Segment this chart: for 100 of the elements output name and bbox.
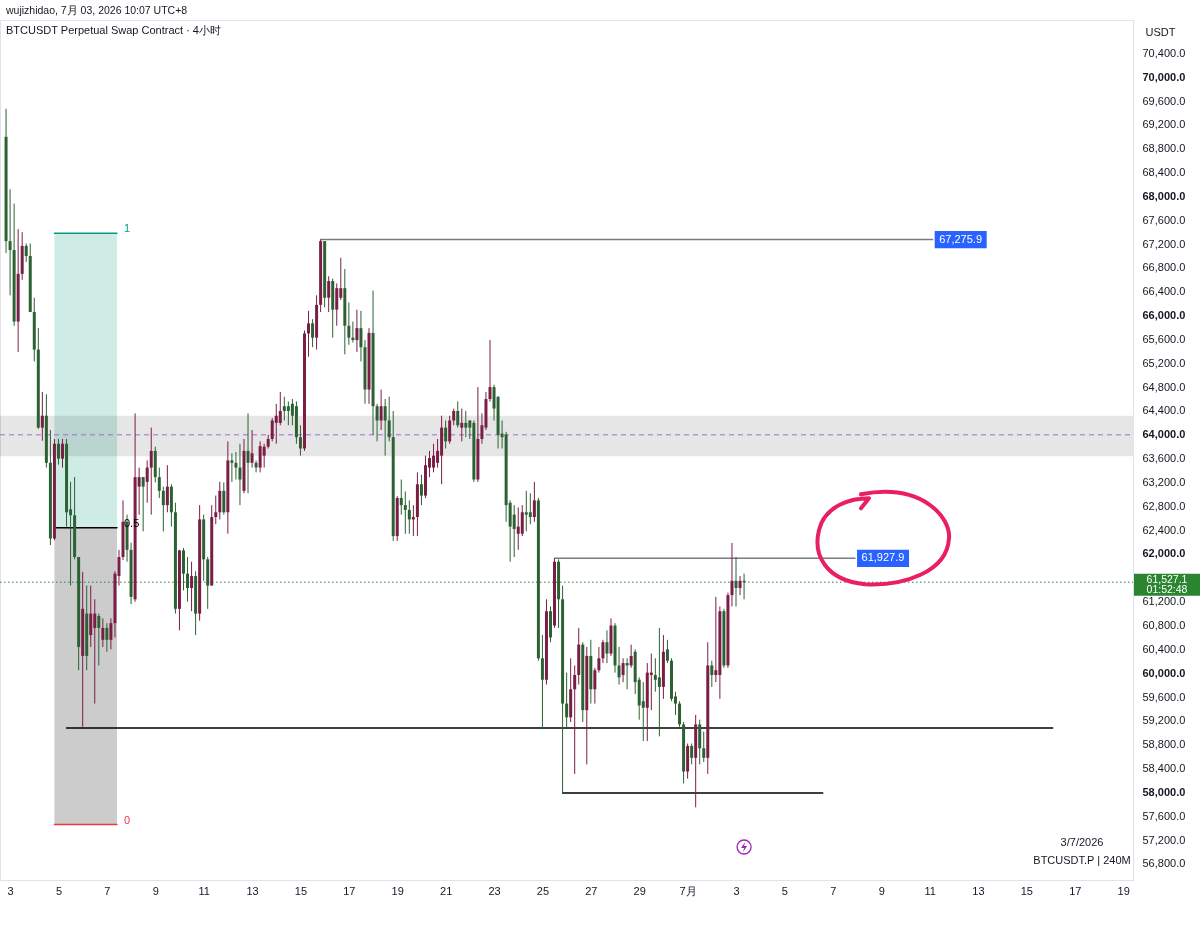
candlestick (89, 585, 93, 648)
candlestick (540, 634, 544, 730)
y-tick-label: 60,000.0 (1142, 666, 1186, 679)
x-tick-label: 9 (152, 884, 159, 897)
candlestick (230, 452, 234, 483)
candlestick (653, 657, 657, 693)
y-tick-label: 56,800.0 (1142, 857, 1186, 870)
candlestick (258, 440, 262, 473)
candlestick (460, 408, 464, 442)
x-tick-label: 13 (972, 884, 985, 897)
candlestick (488, 339, 492, 402)
candlestick (387, 396, 391, 442)
y-tick-label: 60,800.0 (1142, 619, 1186, 632)
x-tick-label: 25 (536, 884, 550, 897)
candlestick (448, 415, 452, 445)
y-tick-label: 61,200.0 (1142, 595, 1186, 608)
y-tick-label: 65,200.0 (1142, 356, 1186, 369)
y-tick-label: 66,800.0 (1142, 261, 1186, 274)
candlestick (165, 464, 169, 513)
candlestick (432, 443, 436, 473)
candlestick (234, 451, 238, 480)
series-label: 0 (123, 813, 131, 826)
candlestick (278, 391, 282, 426)
candlestick (93, 598, 97, 705)
candlestick (710, 660, 714, 688)
y-axis-title: USDT (1145, 25, 1176, 38)
series-label: 1 (123, 222, 131, 235)
candlestick (24, 242, 28, 263)
y-tick-label: 63,200.0 (1142, 475, 1186, 488)
candlestick (641, 681, 645, 742)
candlestick (286, 400, 290, 426)
candlestick (399, 479, 403, 516)
y-tick-label: 65,600.0 (1142, 332, 1186, 345)
y-tick-label: 68,000.0 (1142, 189, 1186, 202)
candlestick (101, 617, 105, 648)
y-tick-label: 68,800.0 (1142, 142, 1186, 155)
x-tick-label: 19 (1117, 884, 1130, 897)
y-tick-label: 69,200.0 (1142, 118, 1186, 131)
candlestick (262, 443, 266, 469)
candlestick (714, 596, 718, 683)
x-tick-label: 15 (1020, 884, 1033, 897)
candlestick (403, 490, 407, 535)
candlestick (347, 301, 351, 346)
y-tick-label: 64,000.0 (1142, 428, 1186, 441)
candlestick (182, 547, 185, 591)
candlestick (528, 492, 532, 525)
x-tick-label: 7月 (679, 884, 697, 897)
candlestick (97, 613, 101, 666)
y-tick-label: 62,800.0 (1142, 499, 1186, 512)
x-tick-label: 7 (830, 884, 837, 897)
candlestick (145, 459, 149, 504)
candlestick (464, 410, 468, 438)
x-tick-label: 21 (440, 884, 453, 897)
candlestick (105, 622, 109, 653)
candlestick (665, 639, 669, 664)
annotation: BTCUSDT.P | 240M (1033, 854, 1131, 866)
y-tick-label: 63,600.0 (1142, 452, 1186, 465)
candlestick (379, 389, 383, 431)
candlestick (738, 575, 742, 596)
x-tick-label: 17 (1069, 884, 1082, 897)
candlestick (520, 504, 524, 537)
candlestick (254, 459, 258, 473)
candlestick (456, 400, 460, 429)
y-tick-label: 68,400.0 (1142, 166, 1186, 179)
x-tick-label: 3 (733, 884, 740, 897)
y-tick-label: 66,400.0 (1142, 285, 1186, 298)
candlestick (56, 438, 60, 466)
y-tick-label: 70,400.0 (1142, 46, 1186, 59)
candlestick (157, 467, 161, 499)
candlestick (678, 700, 682, 728)
y-tick-label: 59,200.0 (1142, 714, 1186, 727)
candlestick (238, 443, 242, 506)
candlestick (512, 504, 516, 558)
candlestick (383, 398, 387, 457)
x-tick-label: 17 (343, 884, 356, 897)
x-tick-label: 9 (878, 884, 885, 897)
candlestick (61, 438, 65, 469)
candlestick (222, 481, 226, 516)
x-tick-label: 7 (104, 884, 111, 897)
y-tick-label: 57,600.0 (1142, 809, 1186, 822)
y-tick-label: 59,600.0 (1142, 690, 1186, 703)
candlestick (186, 556, 190, 603)
y-tick-label: 58,000.0 (1142, 785, 1186, 798)
candlestick (444, 420, 448, 450)
y-tick-label: 69,600.0 (1142, 94, 1186, 107)
candlestick (629, 644, 633, 669)
candlestick (311, 318, 315, 348)
candlestick (605, 629, 609, 664)
candlestick (734, 556, 738, 607)
x-tick-label: 5 (781, 884, 788, 897)
candlestick (250, 429, 254, 469)
x-tick-label: 19 (391, 884, 404, 897)
y-tick-label: 60,400.0 (1142, 642, 1186, 655)
y-tick-label: 58,400.0 (1142, 762, 1186, 775)
candlestick (690, 743, 694, 765)
x-tick-label: 3 (7, 884, 14, 897)
y-tick-label: 67,200.0 (1142, 237, 1186, 250)
y-tick-label: 62,400.0 (1142, 523, 1186, 536)
x-tick-label: 11 (198, 884, 210, 897)
candlestick (218, 481, 222, 520)
